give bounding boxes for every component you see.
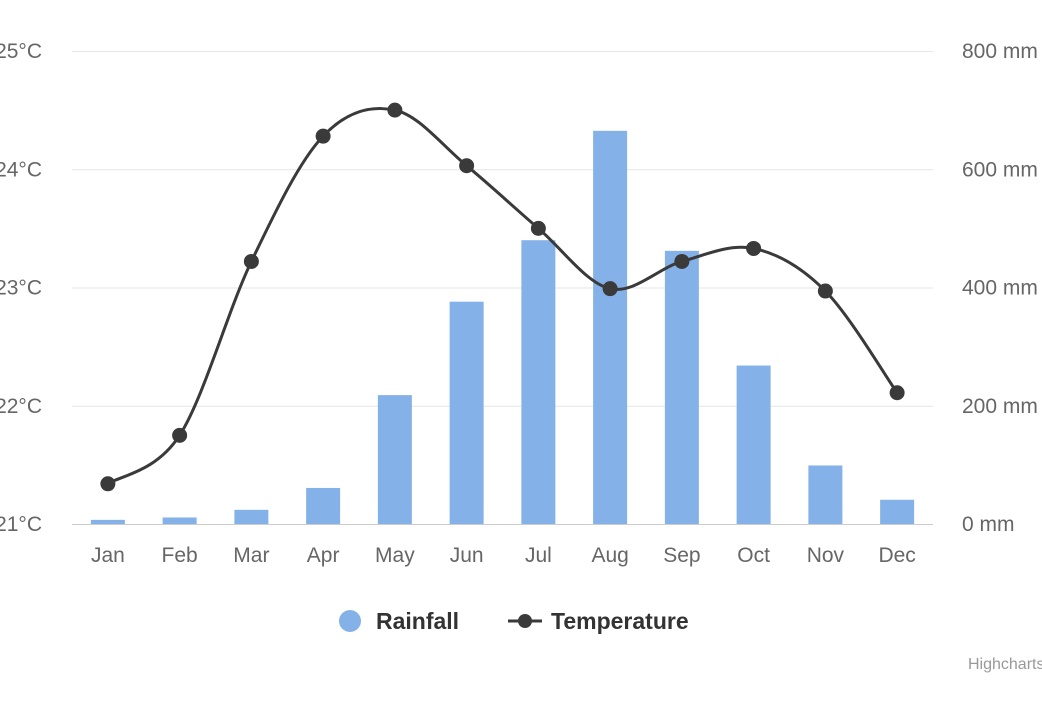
temperature-line[interactable] (107, 107, 899, 486)
rainfall-bar-nov[interactable] (808, 465, 843, 524)
temperature-point-oct[interactable] (746, 240, 762, 256)
x-axis-label: Mar (233, 544, 269, 567)
temperature-point-sep[interactable] (674, 253, 690, 269)
right-axis-tick-label: 0 mm (962, 513, 1015, 536)
x-axis-label: Jan (91, 544, 125, 567)
temperature-point-may[interactable] (387, 102, 403, 118)
x-axis-label: Jun (450, 544, 484, 567)
left-axis-tick-label: 25°C (0, 40, 42, 63)
x-axis-label: Aug (591, 544, 628, 567)
left-axis-tick-label: 22°C (0, 395, 42, 418)
x-axis-label: Jul (525, 544, 552, 567)
rainfall-bar-apr[interactable] (306, 487, 341, 524)
x-axis-label: Oct (737, 544, 770, 567)
rainfall-bar-sep[interactable] (664, 250, 699, 524)
rainfall-bar-aug[interactable] (593, 130, 628, 524)
temperature-point-nov[interactable] (817, 283, 833, 299)
x-axis-labels: Jan Feb Mar Apr May Jun Jul Aug Sep Oct Nov Dec (91, 544, 916, 567)
x-axis-label: Dec (878, 544, 915, 567)
right-axis-tick-label: 800 mm (962, 40, 1038, 63)
legend-temperature-symbol (518, 614, 532, 628)
x-axis-label: Sep (663, 544, 700, 567)
legend-temperature-label: Temperature (551, 608, 689, 634)
right-axis: 0 mm 200 mm 400 mm 600 mm 800 mm (962, 40, 1038, 536)
rainfall-bar-jun[interactable] (449, 301, 484, 524)
rainfall-bar-mar[interactable] (234, 509, 269, 524)
right-axis-tick-label: 200 mm (962, 395, 1038, 418)
x-axis-label: Apr (307, 544, 340, 567)
temperature-point-apr[interactable] (315, 128, 331, 144)
temperature-point-feb[interactable] (172, 427, 188, 443)
rainfall-bar-jan[interactable] (90, 519, 125, 524)
rainfall-bar-dec[interactable] (880, 499, 915, 524)
left-axis-tick-label: 24°C (0, 158, 42, 181)
temperature-points[interactable] (100, 102, 905, 492)
legend-rainfall-symbol (339, 610, 361, 632)
x-axis-label: Feb (162, 544, 198, 567)
rainfall-bar-may[interactable] (377, 395, 412, 524)
left-axis-tick-label: 21°C (0, 513, 42, 536)
temperature-point-mar[interactable] (243, 253, 259, 269)
gridlines (72, 51, 933, 407)
x-axis-label: Nov (807, 544, 845, 567)
x-axis-label: May (375, 544, 415, 567)
rainfall-bars[interactable] (90, 130, 915, 524)
legend-item-temperature[interactable]: Temperature (508, 608, 689, 634)
temperature-point-jun[interactable] (459, 158, 475, 174)
legend-item-rainfall[interactable]: Rainfall (339, 608, 459, 634)
rainfall-bar-feb[interactable] (162, 517, 197, 524)
temperature-point-jan[interactable] (100, 476, 116, 492)
credits-link[interactable]: Highcharts.com (968, 656, 1042, 673)
left-axis-tick-label: 23°C (0, 277, 42, 300)
rainfall-bar-jul[interactable] (521, 240, 556, 524)
legend: Rainfall Temperature (339, 608, 689, 634)
temperature-point-jul[interactable] (530, 220, 546, 236)
rainfall-bar-oct[interactable] (736, 365, 771, 524)
temperature-point-dec[interactable] (889, 385, 905, 401)
legend-rainfall-label: Rainfall (376, 608, 459, 634)
left-axis: 21°C 22°C 23°C 24°C 25°C (0, 40, 42, 536)
right-axis-tick-label: 600 mm (962, 158, 1038, 181)
temperature-point-aug[interactable] (602, 281, 618, 297)
right-axis-tick-label: 400 mm (962, 277, 1038, 300)
